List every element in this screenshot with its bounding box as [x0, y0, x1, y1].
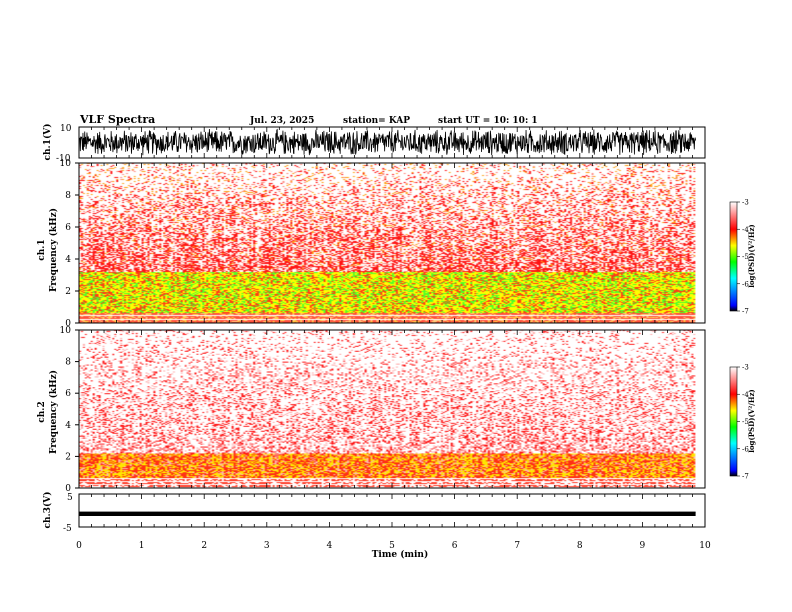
- ch1-spectrogram-image: [79, 163, 705, 323]
- ch1-spectrogram-ylabel-channel: ch.1: [37, 239, 47, 260]
- ch3-trace: [78, 511, 696, 517]
- x-tick-label: 4: [327, 541, 333, 551]
- x-tick-label: 10: [699, 541, 711, 551]
- x-tick-label: 2: [201, 541, 207, 551]
- ch1-ytick-bottom: -10: [56, 154, 71, 164]
- ch3-frame: [78, 493, 706, 528]
- x-tick-label: 8: [577, 541, 583, 551]
- x-tick-label: 0: [76, 541, 82, 551]
- ch2-spectrogram-ytick-label: 4: [65, 421, 71, 431]
- x-axis-ticks: [78, 127, 706, 527]
- ch1-spectrogram-yticks: 0 2 4 6 8 10: [60, 159, 79, 329]
- ch2-colorbar-tick-label: -5: [742, 418, 749, 426]
- ch3-waveform-panel: 5 -5 ch.3(V): [42, 492, 706, 534]
- ch2-colorbar-tick-label: -6: [742, 445, 749, 453]
- ch1-ylabel: ch.1(V): [42, 124, 53, 161]
- ch2-spectrogram-ylabel-channel: ch.2: [37, 401, 47, 422]
- ch1-colorbar-tick-label: -4: [742, 226, 749, 234]
- ch1-trace: [78, 128, 697, 156]
- ch1-trace-line: [78, 128, 697, 156]
- ch2-colorbar-tick-label: -4: [742, 391, 749, 399]
- ch1-spectrogram-ytick-label: 2: [65, 287, 71, 297]
- ch2-spectrogram-ytick-label: 2: [65, 452, 71, 462]
- x-axis-tick-labels: 0 1 2 3 4 5 6 7 8 9 10: [76, 541, 711, 551]
- ch2-spectrogram-ytick-label: 8: [65, 358, 71, 368]
- ch3-trace-line: [78, 511, 696, 517]
- ch1-colorbar-tick-label: -5: [742, 253, 749, 261]
- ch3-ytick-bottom: -5: [63, 524, 72, 534]
- ch2-colorbar-gradient: [729, 366, 738, 477]
- ch3-ylabel: ch.3(V): [42, 492, 53, 529]
- ch1-waveform-panel: 10 -10 ch.1(V): [42, 124, 706, 164]
- ch2-spectrogram-ylabel: Frequency (kHz): [48, 370, 59, 454]
- start-time-label: start UT = 10: 10: 1: [438, 116, 538, 126]
- ch1-spectrogram-ytick-label: 6: [65, 223, 71, 233]
- ch1-spectrogram-ytick-label: 4: [65, 255, 71, 265]
- ch1-colorbar: -3 -4 -5 -6 -7 log(PSD)(V²/Hz): [729, 199, 756, 316]
- ch1-spectrogram-ytick-label: 8: [65, 191, 71, 201]
- ch2-spectrogram-ytick-label: 6: [65, 389, 71, 399]
- ch1-colorbar-ticks: -3 -4 -5 -6 -7: [737, 199, 749, 316]
- ch3-ytick-top: 5: [67, 493, 73, 503]
- date-label: Jul. 23, 2025: [249, 116, 314, 126]
- ch1-spectrogram-ytick-label: 10: [60, 159, 72, 169]
- ch2-spectrogram-ytick-label: 0: [65, 484, 71, 494]
- ch1-spectrogram-ylabel: Frequency (kHz): [48, 208, 59, 292]
- figure-title: VLF Spectra: [79, 113, 155, 126]
- ch2-spectrogram-yticks: 0 2 4 6 8 10: [60, 326, 79, 494]
- ch2-colorbar-tick-label: -7: [742, 473, 749, 481]
- x-tick-label: 9: [640, 541, 646, 551]
- x-tick-label: 3: [264, 541, 270, 551]
- ch1-colorbar-gradient: [729, 201, 738, 312]
- ch2-spectrogram-image: [79, 330, 705, 488]
- x-tick-label: 6: [452, 541, 458, 551]
- ch2-colorbar: -3 -4 -5 -6 -7 log(PSD)(V²/Hz): [729, 364, 756, 481]
- ch2-spectrogram-panel: 0 2 4 6 8 10 ch.2 Frequency (kHz): [37, 326, 706, 494]
- x-tick-label: 7: [514, 541, 520, 551]
- x-tick-label: 1: [139, 541, 145, 551]
- ch2-colorbar-tick-label: -3: [742, 364, 749, 372]
- ch1-colorbar-label: log(PSD)(V²/Hz): [747, 224, 756, 288]
- ch1-colorbar-tick-label: -6: [742, 280, 749, 288]
- ch2-colorbar-ticks: -3 -4 -5 -6 -7: [737, 364, 749, 481]
- ch1-ytick-top: 10: [60, 124, 72, 134]
- ch1-spectrogram-panel: 0 2 4 6 8 10 ch.1 Frequency (kHz): [37, 159, 706, 329]
- ch1-spectrogram-ytick-label: 0: [65, 319, 71, 329]
- ch1-colorbar-tick-label: -7: [742, 308, 749, 316]
- ch3-trace-band: [79, 511, 696, 516]
- ch2-spectrogram-ytick-label: 10: [60, 326, 72, 336]
- station-label: station= KAP: [343, 116, 410, 126]
- ch1-colorbar-tick-label: -3: [742, 199, 749, 207]
- x-tick-label: 5: [389, 541, 395, 551]
- x-axis-label: Time (min): [372, 549, 429, 560]
- ch2-colorbar-label: log(PSD)(V²/Hz): [747, 389, 756, 453]
